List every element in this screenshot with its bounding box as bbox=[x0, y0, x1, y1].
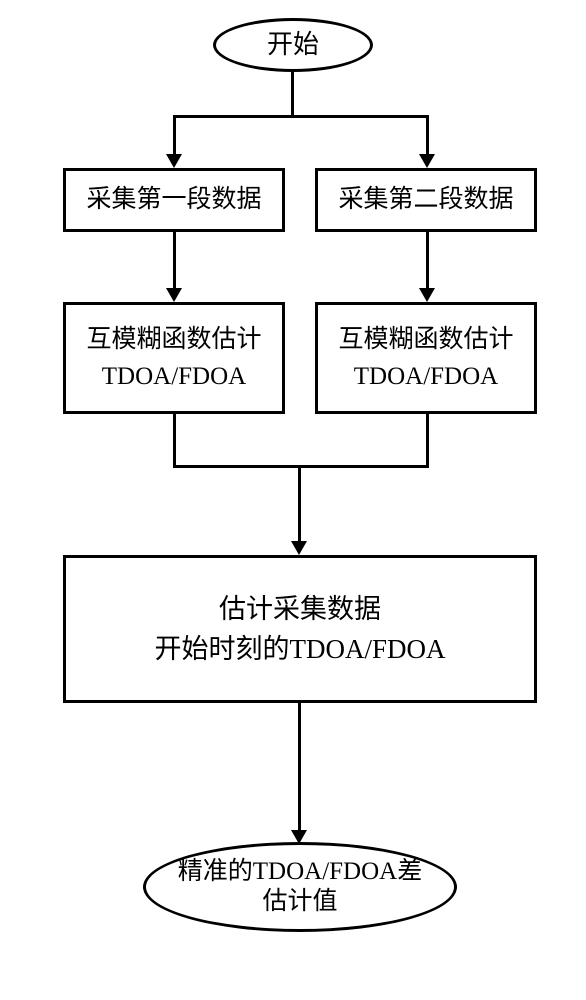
arrow-line bbox=[173, 414, 176, 468]
arrow-line bbox=[426, 115, 429, 155]
arrow-line bbox=[426, 232, 429, 288]
estimate-start-label: 估计采集数据 开始时刻的TDOA/FDOA bbox=[154, 589, 445, 670]
estimate1-node: 互模糊函数估计 TDOA/FDOA bbox=[63, 302, 285, 414]
arrow-head bbox=[166, 288, 182, 302]
estimate1-label: 互模糊函数估计 TDOA/FDOA bbox=[86, 321, 261, 396]
flowchart-container: 开始 采集第一段数据 采集第二段数据 互模糊函数估计 TDOA/FDOA 互模糊… bbox=[0, 0, 586, 1000]
collect1-node: 采集第一段数据 bbox=[63, 168, 285, 232]
arrow-line bbox=[298, 465, 301, 541]
collect2-node: 采集第二段数据 bbox=[315, 168, 537, 232]
arrow-line bbox=[173, 465, 429, 468]
arrow-line bbox=[298, 703, 301, 830]
arrow-head bbox=[419, 154, 435, 168]
estimate2-node: 互模糊函数估计 TDOA/FDOA bbox=[315, 302, 537, 414]
arrow-head bbox=[166, 154, 182, 168]
collect1-label: 采集第一段数据 bbox=[86, 181, 261, 219]
estimate2-label: 互模糊函数估计 TDOA/FDOA bbox=[338, 321, 513, 396]
arrow-line bbox=[173, 115, 176, 155]
start-label: 开始 bbox=[267, 29, 319, 60]
arrow-line bbox=[291, 72, 294, 118]
collect2-label: 采集第二段数据 bbox=[338, 181, 513, 219]
arrow-line bbox=[426, 414, 429, 468]
arrow-line bbox=[173, 115, 429, 118]
arrow-line bbox=[173, 232, 176, 288]
estimate-start-node: 估计采集数据 开始时刻的TDOA/FDOA bbox=[63, 555, 537, 703]
end-label: 精准的TDOA/FDOA差 估计值 bbox=[178, 857, 422, 917]
start-node: 开始 bbox=[213, 18, 373, 72]
arrow-head bbox=[291, 541, 307, 555]
end-node: 精准的TDOA/FDOA差 估计值 bbox=[143, 842, 457, 932]
arrow-head bbox=[419, 288, 435, 302]
